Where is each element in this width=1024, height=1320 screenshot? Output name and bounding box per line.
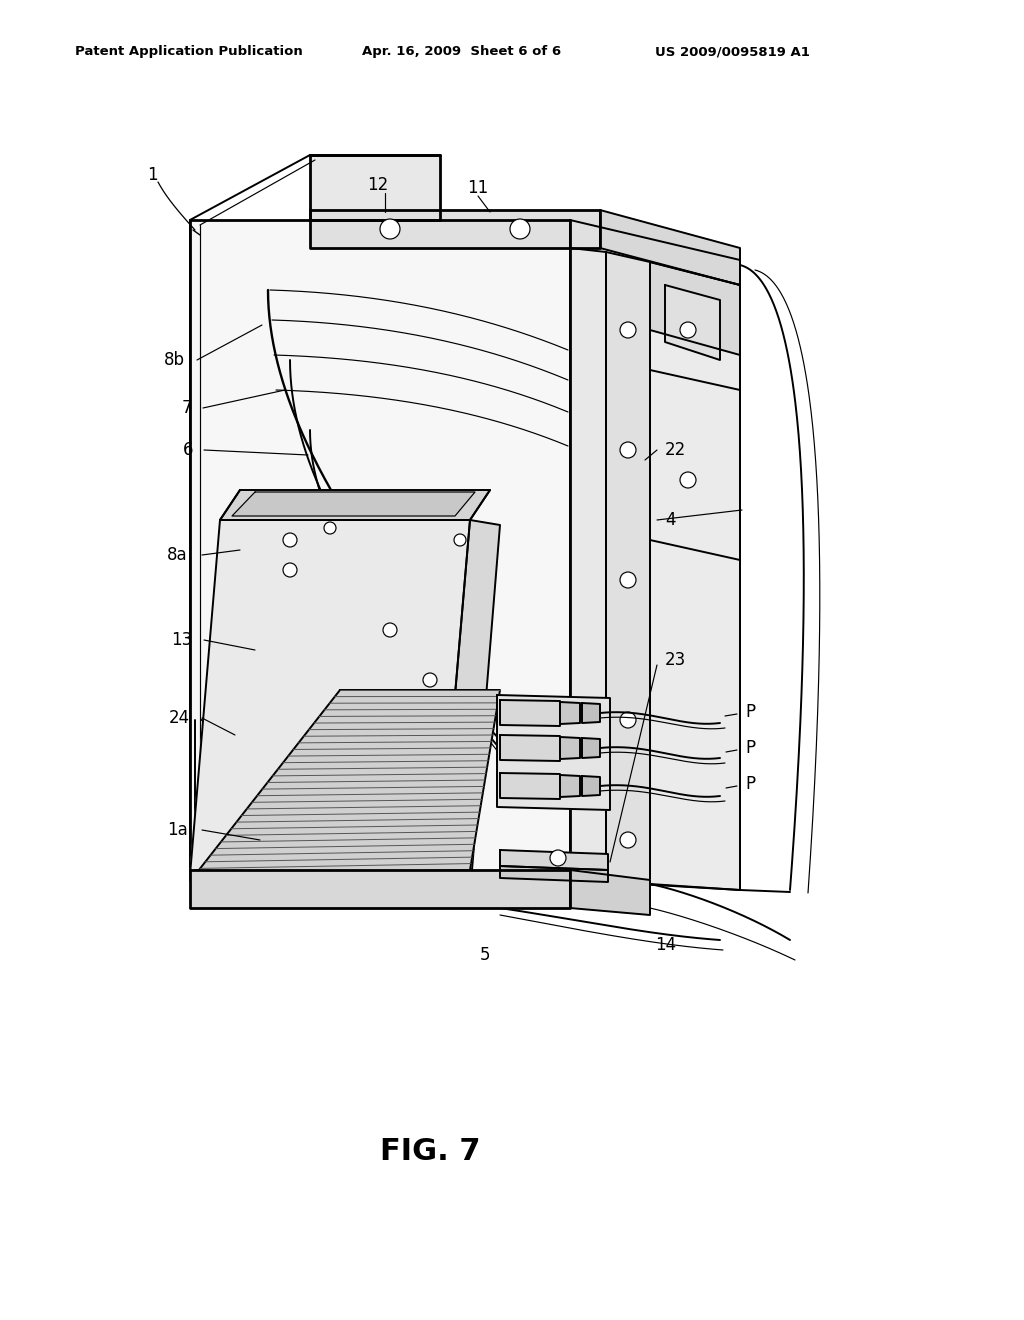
Text: 12: 12 xyxy=(368,176,389,194)
Text: 11: 11 xyxy=(467,180,488,197)
Polygon shape xyxy=(500,850,608,870)
Circle shape xyxy=(550,850,566,866)
Text: P: P xyxy=(745,704,755,721)
Text: 24: 24 xyxy=(169,709,190,727)
Circle shape xyxy=(510,219,530,239)
Polygon shape xyxy=(310,210,600,248)
Text: 1: 1 xyxy=(146,166,158,183)
Text: 23: 23 xyxy=(665,651,686,669)
Text: 8a: 8a xyxy=(167,546,188,564)
Circle shape xyxy=(620,442,636,458)
Polygon shape xyxy=(190,220,570,880)
Circle shape xyxy=(620,572,636,587)
Circle shape xyxy=(383,623,397,638)
Polygon shape xyxy=(650,261,740,890)
Polygon shape xyxy=(600,210,740,285)
Circle shape xyxy=(233,882,247,896)
Polygon shape xyxy=(500,774,560,799)
Polygon shape xyxy=(560,702,580,723)
Polygon shape xyxy=(606,252,650,884)
Text: P: P xyxy=(745,739,755,756)
Circle shape xyxy=(283,533,297,546)
Text: 1a: 1a xyxy=(167,821,188,840)
Polygon shape xyxy=(582,704,600,723)
Circle shape xyxy=(283,564,297,577)
Text: US 2009/0095819 A1: US 2009/0095819 A1 xyxy=(655,45,810,58)
Polygon shape xyxy=(650,261,740,355)
Text: P: P xyxy=(745,775,755,793)
Circle shape xyxy=(620,322,636,338)
Circle shape xyxy=(343,882,357,896)
Polygon shape xyxy=(497,696,610,810)
Polygon shape xyxy=(220,490,490,520)
Polygon shape xyxy=(665,285,720,360)
Text: 14: 14 xyxy=(655,936,676,954)
Text: 6: 6 xyxy=(182,441,193,459)
Polygon shape xyxy=(190,520,470,875)
Polygon shape xyxy=(570,220,740,890)
Polygon shape xyxy=(560,737,580,759)
Circle shape xyxy=(620,832,636,847)
Circle shape xyxy=(620,711,636,729)
Text: 7: 7 xyxy=(181,399,193,417)
Polygon shape xyxy=(500,700,560,726)
Circle shape xyxy=(483,882,497,896)
Polygon shape xyxy=(232,492,475,516)
Text: 22: 22 xyxy=(665,441,686,459)
Polygon shape xyxy=(310,154,440,220)
Polygon shape xyxy=(582,776,600,796)
Circle shape xyxy=(680,322,696,338)
Text: 4: 4 xyxy=(665,511,676,529)
Text: 13: 13 xyxy=(171,631,193,649)
Text: 5: 5 xyxy=(480,946,490,964)
Polygon shape xyxy=(500,866,608,882)
Polygon shape xyxy=(650,370,740,560)
Polygon shape xyxy=(570,870,650,915)
Polygon shape xyxy=(560,775,580,797)
Circle shape xyxy=(454,535,466,546)
Circle shape xyxy=(680,473,696,488)
Text: 8b: 8b xyxy=(164,351,185,370)
Circle shape xyxy=(324,521,336,535)
Polygon shape xyxy=(500,735,560,762)
Text: Apr. 16, 2009  Sheet 6 of 6: Apr. 16, 2009 Sheet 6 of 6 xyxy=(362,45,561,58)
Polygon shape xyxy=(570,248,606,880)
Text: FIG. 7: FIG. 7 xyxy=(380,1138,480,1167)
Text: Patent Application Publication: Patent Application Publication xyxy=(75,45,303,58)
Circle shape xyxy=(423,673,437,686)
Polygon shape xyxy=(195,690,500,875)
Circle shape xyxy=(380,219,400,239)
Polygon shape xyxy=(582,738,600,758)
Polygon shape xyxy=(190,870,570,908)
Polygon shape xyxy=(440,520,500,870)
